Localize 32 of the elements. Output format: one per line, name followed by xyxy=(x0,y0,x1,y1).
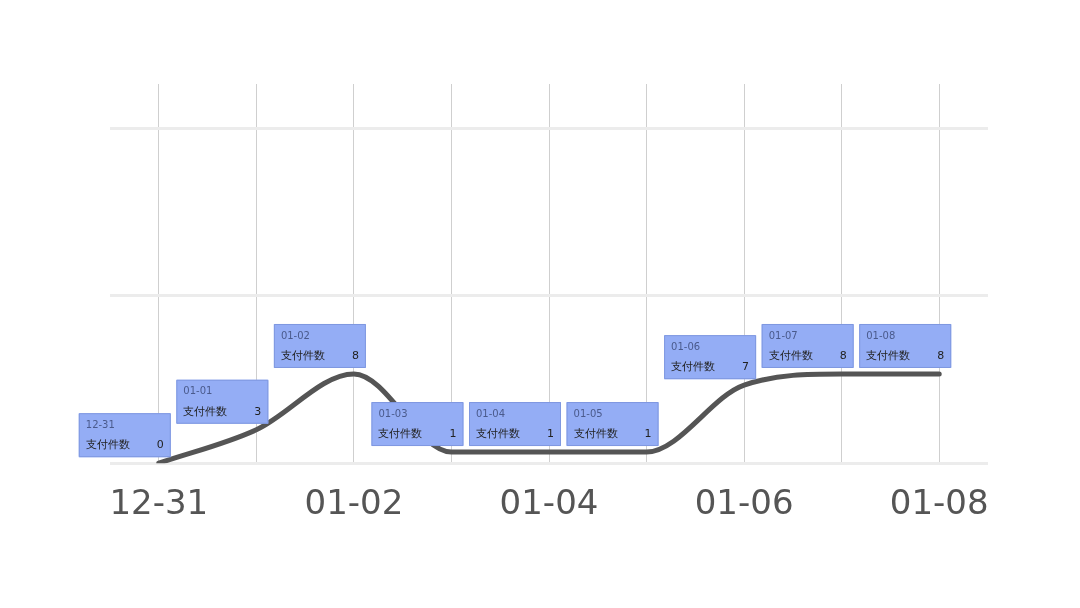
data-label: 0 xyxy=(156,438,164,452)
annotation: 12-31 xyxy=(85,418,115,430)
x-tick-label: 01-08 xyxy=(889,482,989,523)
annotation: 01-03 xyxy=(378,407,408,419)
x-tick-label: 12-31 xyxy=(109,482,209,523)
series-label: 支付件数 xyxy=(378,426,423,440)
data-label: 8 xyxy=(937,348,945,362)
annotation: 01-02 xyxy=(280,329,310,341)
data-label: 3 xyxy=(254,404,262,418)
text: 支付件数 xyxy=(280,348,325,362)
data-label: 1 xyxy=(644,426,652,440)
text: 支付件数 xyxy=(476,426,520,440)
text: 支付件数 xyxy=(573,426,618,440)
annotation: 01-05 xyxy=(573,407,603,419)
data-label: 7 xyxy=(742,359,750,373)
text: 支付件数 xyxy=(85,438,130,452)
x-tick-label: 01-04 xyxy=(499,482,599,523)
text: 支付件数 xyxy=(768,348,813,362)
text: 支付件数 xyxy=(183,404,228,418)
data-label: 8 xyxy=(351,348,359,362)
annotation: 01-07 xyxy=(768,329,798,341)
x-tick-label: 01-02 xyxy=(304,482,404,523)
annotation: 01-01 xyxy=(183,385,213,397)
data-label: 8 xyxy=(839,348,847,362)
x-tick-label: 01-06 xyxy=(694,482,794,523)
annotation: 01-08 xyxy=(866,329,896,341)
text: 支付件数 xyxy=(671,359,716,373)
data-label: 1 xyxy=(449,426,457,440)
data-label: 1 xyxy=(547,426,554,440)
text: 支付件数 xyxy=(866,348,911,362)
annotation: 01-06 xyxy=(671,340,701,352)
annotation: 01-04 xyxy=(476,407,506,419)
